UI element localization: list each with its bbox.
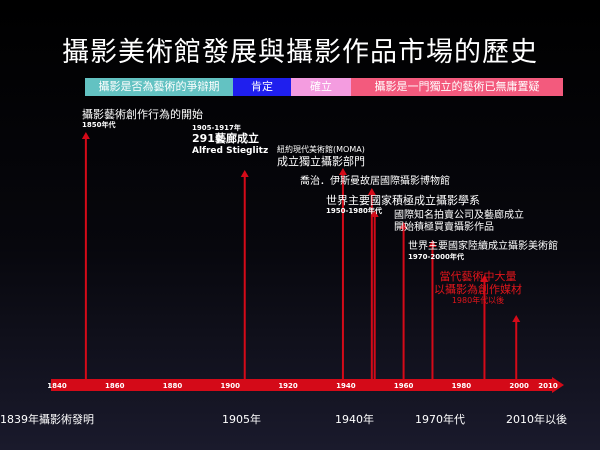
event-label-line: 當代藝術中大量 bbox=[439, 270, 517, 283]
axis-tick-label: 2010 bbox=[538, 382, 558, 390]
bottom-era-label: 1940年 bbox=[335, 413, 374, 426]
axis-tick-label: 1980 bbox=[452, 382, 472, 390]
event-label: 世界主要國家陸續成立攝影美術館 1970-2000年代 bbox=[408, 241, 558, 261]
event-label-line: 291藝廊成立 bbox=[192, 132, 259, 146]
event-label: 當代藝術中大量 以攝影為創作媒材 1980年代以後 bbox=[434, 270, 522, 306]
axis-tick-label: 1860 bbox=[105, 382, 125, 390]
event-label-line: 喬治．伊斯曼故居國際攝影博物館 bbox=[300, 176, 450, 187]
phase-establish: 確立 bbox=[291, 78, 351, 96]
event-label-line: 以攝影為創作媒材 bbox=[434, 283, 522, 297]
event-arrow-head bbox=[81, 132, 90, 139]
phase-bar: 攝影是否為藝術的爭辯期 肯定 確立 攝影是一門獨立的藝術已無庸置疑 bbox=[85, 78, 563, 96]
event-label-line: 成立獨立攝影部門 bbox=[277, 154, 365, 168]
axis-tick-label: 1880 bbox=[163, 382, 183, 390]
bottom-era-label: 2010年以後 bbox=[506, 413, 567, 426]
bottom-era-label: 1839年攝影術發明 bbox=[0, 413, 94, 426]
event-arrow-head bbox=[338, 168, 347, 175]
bottom-era-label: 1970年代 bbox=[415, 413, 465, 426]
event-label-line: 攝影藝術創作行為的開始 bbox=[82, 108, 203, 121]
event-arrow-head bbox=[240, 170, 249, 177]
event-label-line: 1905-1917年 bbox=[192, 124, 241, 132]
event-label-line: 紐約現代美術館(MOMA) bbox=[277, 145, 365, 154]
event-arrow-head bbox=[428, 240, 437, 247]
timeline-axis bbox=[51, 379, 552, 391]
phase-debate: 攝影是否為藝術的爭辯期 bbox=[85, 78, 233, 96]
event-arrow-head bbox=[367, 188, 376, 195]
page-title: 攝影美術館發展與攝影作品市場的歷史 bbox=[62, 37, 538, 68]
event-label-line: 開始積極買賣攝影作品 bbox=[394, 222, 494, 233]
phase-independent: 攝影是一門獨立的藝術已無庸置疑 bbox=[351, 78, 563, 96]
event-label-line: 1950-1980年代 bbox=[326, 207, 382, 216]
event-label-line: 世界主要國家陸續成立攝影美術館 bbox=[408, 241, 558, 252]
event-label-line: 1850年代 bbox=[82, 121, 116, 130]
axis-tick-label: 2000 bbox=[509, 382, 529, 390]
event-label: 紐約現代美術館(MOMA) 成立獨立攝影部門 bbox=[277, 145, 365, 168]
axis-tick-label: 1900 bbox=[221, 382, 241, 390]
event-label: 國際知名拍賣公司及藝廊成立 開始積極買賣攝影作品 bbox=[394, 210, 524, 234]
event-label: 世界主要國家積極成立攝影學系 1950-1980年代 bbox=[326, 194, 480, 216]
event-arrow-head bbox=[399, 222, 408, 229]
axis-tick-label: 1840 bbox=[47, 382, 67, 390]
event-label-line: 國際知名拍賣公司及藝廊成立 bbox=[394, 210, 524, 221]
event-label-line: 1980年代以後 bbox=[451, 296, 505, 306]
event-label: 喬治．伊斯曼故居國際攝影博物館 bbox=[300, 176, 450, 188]
event-label-line: 世界主要國家積極成立攝影學系 bbox=[326, 194, 480, 207]
axis-tick-label: 1920 bbox=[278, 382, 298, 390]
event-arrow-head bbox=[370, 210, 379, 217]
event-arrow-head bbox=[512, 315, 521, 322]
axis-tick-label: 1960 bbox=[394, 382, 414, 390]
event-arrow-head bbox=[480, 275, 489, 282]
bottom-era-label: 1905年 bbox=[222, 413, 261, 426]
phase-affirm: 肯定 bbox=[233, 78, 291, 96]
event-label: 1905-1917年 291藝廊成立 Alfred Stieglitz bbox=[192, 124, 268, 156]
axis-tick-label: 1940 bbox=[336, 382, 356, 390]
event-label-line: Alfred Stieglitz bbox=[192, 145, 269, 156]
event-label-line: 1970-2000年代 bbox=[408, 253, 464, 261]
event-label: 攝影藝術創作行為的開始 1850年代 bbox=[82, 108, 203, 130]
timeline-axis-arrowhead bbox=[552, 377, 564, 393]
